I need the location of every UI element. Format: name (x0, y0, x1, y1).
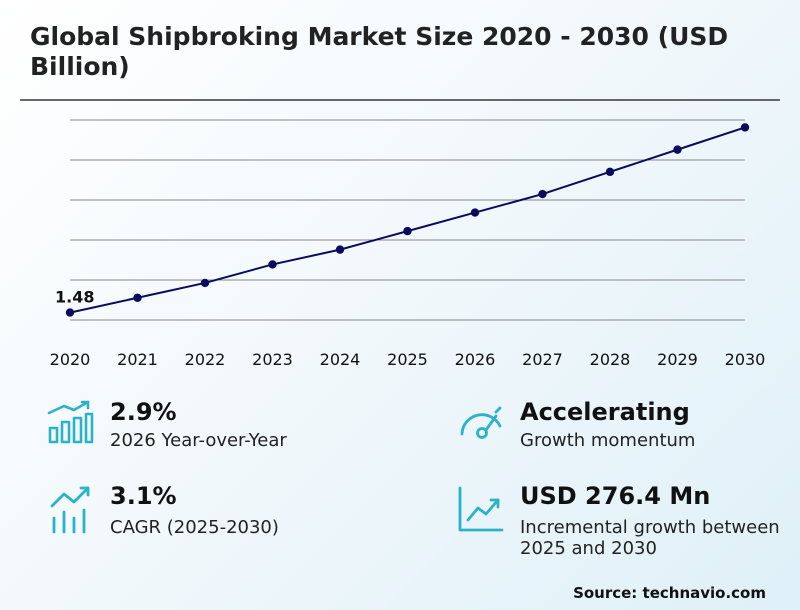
stat-yoy: 2.9% 2026 Year-over-Year (46, 398, 366, 458)
trend-bars-icon (50, 486, 90, 534)
data-point (673, 145, 682, 154)
stat-desc: 2026 Year-over-Year (110, 430, 287, 451)
bar-chart-icon (47, 400, 94, 444)
stat-value: Accelerating (520, 398, 690, 426)
x-tick-label: 2020 (50, 350, 91, 369)
data-point (470, 208, 480, 217)
x-tick-label: 2028 (590, 350, 631, 369)
gauge-icon (460, 406, 502, 439)
x-tick-label: 2024 (320, 350, 361, 369)
x-tick-label: 2022 (185, 350, 226, 369)
x-tick-label: 2026 (455, 350, 496, 369)
data-point (538, 189, 547, 199)
stat-value: 3.1% (110, 482, 177, 510)
x-tick-label: 2027 (522, 350, 563, 369)
data-point (268, 260, 277, 269)
stat-desc: Growth momentum (520, 430, 696, 451)
x-tick-label: 2029 (657, 350, 698, 369)
data-point (200, 278, 210, 288)
x-tick-label: 2021 (117, 350, 158, 369)
data-point (65, 308, 75, 317)
stat-desc: Incremental growth between 2025 and 2030 (520, 517, 780, 559)
chart-title: Global Shipbroking Market Size 2020 - 20… (30, 22, 729, 81)
data-point (740, 123, 750, 132)
line-chart-icon (458, 486, 504, 532)
stat-momentum: Accelerating Growth momentum (456, 398, 776, 458)
stat-value: USD 276.4 Mn (520, 482, 711, 510)
data-point (403, 226, 412, 236)
data-point (605, 167, 615, 177)
line-chart: 2020 2021 2022 2023 2024 2025 2026 2027 2028 2029… (50, 119, 766, 369)
source-note: Source: technavio.com (573, 584, 766, 602)
stat-incremental: USD 276.4 Mn Incremental growth between … (456, 482, 780, 562)
data-point (133, 293, 142, 302)
stat-value: 2.9% (110, 398, 177, 426)
series-line (69, 126, 746, 314)
title-divider (20, 99, 780, 101)
stat-desc: CAGR (2025-2030) (110, 517, 279, 538)
x-tick-label: 2030 (725, 350, 766, 369)
data-label: 1.48 (55, 288, 94, 307)
x-tick-label: 2025 (387, 350, 428, 369)
data-point (335, 245, 345, 254)
stat-cagr: 3.1% CAGR (2025-2030) (46, 482, 366, 542)
x-tick-label: 2023 (252, 350, 293, 369)
